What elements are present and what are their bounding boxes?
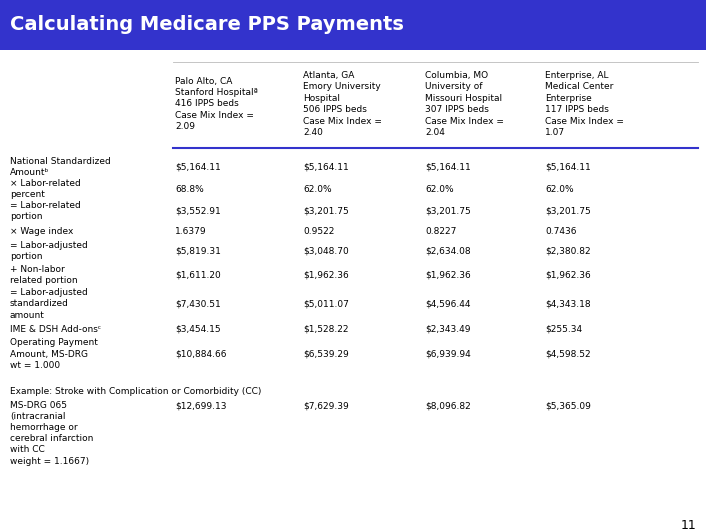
Text: $8,096.82: $8,096.82 [425, 401, 471, 410]
Text: MS-DRG 065
(intracranial
hemorrhage or
cerebral infarction
with CC
weight = 1.16: MS-DRG 065 (intracranial hemorrhage or c… [10, 401, 93, 466]
Text: 0.7436: 0.7436 [545, 226, 577, 235]
Text: $2,343.49: $2,343.49 [425, 324, 470, 333]
Text: 1.6379: 1.6379 [175, 226, 207, 235]
Text: $4,596.44: $4,596.44 [425, 299, 470, 308]
Text: Atlanta, GA
Emory University
Hospital
506 IPPS beds
Case Mix Index =
2.40: Atlanta, GA Emory University Hospital 50… [303, 71, 382, 137]
Text: National Standardized
Amountᵇ: National Standardized Amountᵇ [10, 157, 111, 177]
Text: = Labor-adjusted
portion: = Labor-adjusted portion [10, 241, 88, 261]
Text: 0.9522: 0.9522 [303, 226, 335, 235]
Text: $3,201.75: $3,201.75 [425, 206, 471, 215]
Text: $1,962.36: $1,962.36 [303, 270, 349, 279]
Text: $4,343.18: $4,343.18 [545, 299, 591, 308]
Text: Enterprise, AL
Medical Center
Enterprise
117 IPPS beds
Case Mix Index =
1.07: Enterprise, AL Medical Center Enterprise… [545, 71, 624, 137]
Text: Columbia, MO
University of
Missouri Hospital
307 IPPS beds
Case Mix Index =
2.04: Columbia, MO University of Missouri Hosp… [425, 71, 504, 137]
Text: 62.0%: 62.0% [303, 185, 332, 194]
Text: $5,164.11: $5,164.11 [545, 162, 591, 171]
Text: $5,365.09: $5,365.09 [545, 401, 591, 410]
Text: $2,634.08: $2,634.08 [425, 247, 471, 256]
Text: $255.34: $255.34 [545, 324, 582, 333]
Text: = Labor-adjusted
standardized
amount: = Labor-adjusted standardized amount [10, 288, 88, 320]
Text: $10,884.66: $10,884.66 [175, 350, 227, 359]
Text: $1,962.36: $1,962.36 [425, 270, 471, 279]
Text: $5,164.11: $5,164.11 [175, 162, 221, 171]
Text: 11: 11 [681, 519, 696, 529]
Text: $3,048.70: $3,048.70 [303, 247, 349, 256]
Text: $6,939.94: $6,939.94 [425, 350, 471, 359]
Text: $5,164.11: $5,164.11 [303, 162, 349, 171]
Text: $2,380.82: $2,380.82 [545, 247, 591, 256]
Text: = Labor-related
portion: = Labor-related portion [10, 201, 80, 221]
Text: $1,528.22: $1,528.22 [303, 324, 349, 333]
Text: × Wage index: × Wage index [10, 226, 73, 235]
Text: Operating Payment
Amount, MS-DRG
wt = 1.000: Operating Payment Amount, MS-DRG wt = 1.… [10, 339, 98, 370]
Text: $3,201.75: $3,201.75 [545, 206, 591, 215]
Bar [0, 0, 706, 50]
Text: + Non-labor
related portion: + Non-labor related portion [10, 265, 78, 285]
Text: $1,962.36: $1,962.36 [545, 270, 591, 279]
Text: $12,699.13: $12,699.13 [175, 401, 227, 410]
Text: $1,611.20: $1,611.20 [175, 270, 221, 279]
Text: $5,164.11: $5,164.11 [425, 162, 471, 171]
Text: Calculating Medicare PPS Payments: Calculating Medicare PPS Payments [10, 15, 404, 34]
Text: Example: Stroke with Complication or Comorbidity (CC): Example: Stroke with Complication or Com… [10, 387, 261, 396]
Text: $7,629.39: $7,629.39 [303, 401, 349, 410]
Text: Palo Alto, CA
Stanford Hospitalª
416 IPPS beds
Case Mix Index =
2.09: Palo Alto, CA Stanford Hospitalª 416 IPP… [175, 77, 258, 131]
Text: $5,011.07: $5,011.07 [303, 299, 349, 308]
Text: 68.8%: 68.8% [175, 185, 204, 194]
Text: $4,598.52: $4,598.52 [545, 350, 591, 359]
Text: $6,539.29: $6,539.29 [303, 350, 349, 359]
Text: $3,201.75: $3,201.75 [303, 206, 349, 215]
Text: 0.8227: 0.8227 [425, 226, 456, 235]
Text: $7,430.51: $7,430.51 [175, 299, 221, 308]
Text: 62.0%: 62.0% [425, 185, 454, 194]
Text: $5,819.31: $5,819.31 [175, 247, 221, 256]
Text: 62.0%: 62.0% [545, 185, 573, 194]
Text: IME & DSH Add-onsᶜ: IME & DSH Add-onsᶜ [10, 324, 101, 333]
Text: $3,552.91: $3,552.91 [175, 206, 221, 215]
Text: $3,454.15: $3,454.15 [175, 324, 220, 333]
Text: × Labor-related
percent: × Labor-related percent [10, 179, 80, 199]
